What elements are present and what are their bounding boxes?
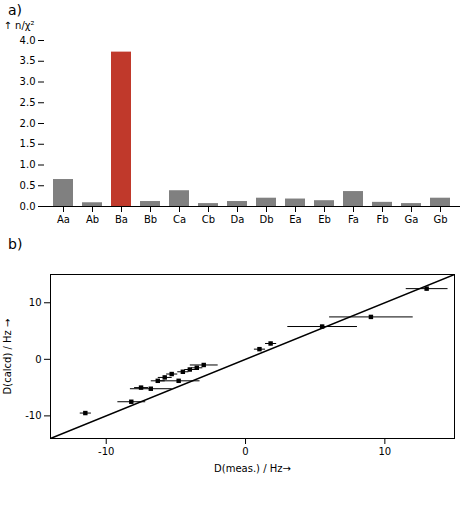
svg-text:3.0: 3.0 [20,76,36,87]
svg-text:10: 10 [29,297,42,308]
svg-text:Da: Da [231,214,245,225]
svg-text:Eb: Eb [318,214,331,225]
svg-text:D(meas.) / Hz→: D(meas.) / Hz→ [214,463,291,474]
svg-text:Ab: Ab [86,214,99,225]
svg-text:Ga: Ga [405,214,419,225]
svg-text:Db: Db [259,214,273,225]
svg-text:Fa: Fa [348,214,359,225]
svg-text:0.5: 0.5 [20,180,36,191]
svg-text:Gb: Gb [433,214,447,225]
svg-text:Aa: Aa [57,214,70,225]
svg-text:Fb: Fb [376,214,388,225]
svg-text:Ba: Ba [115,214,128,225]
svg-text:4.0: 4.0 [20,35,36,46]
svg-text:2.0: 2.0 [20,118,36,129]
svg-text:↑ n/χ²: ↑ n/χ² [4,20,35,31]
html-text:b): b) [8,236,23,252]
html-text:a): a) [8,2,22,18]
svg-text:0: 0 [242,446,248,457]
svg-text:-10: -10 [98,446,114,457]
svg-text:2.5: 2.5 [20,97,36,108]
svg-text:Ea: Ea [289,214,301,225]
svg-text:-10: -10 [25,410,41,421]
svg-text:Ca: Ca [173,214,186,225]
svg-text:1.0: 1.0 [20,159,36,170]
svg-text:0.0: 0.0 [20,201,36,212]
svg-text:3.5: 3.5 [20,55,36,66]
svg-text:10: 10 [378,446,391,457]
svg-text:Bb: Bb [144,214,157,225]
svg-text:Cb: Cb [202,214,215,225]
svg-text:0: 0 [35,354,41,365]
svg-text:D(calcd) / Hz →: D(calcd) / Hz → [2,319,13,395]
svg-text:1.5: 1.5 [20,138,36,149]
